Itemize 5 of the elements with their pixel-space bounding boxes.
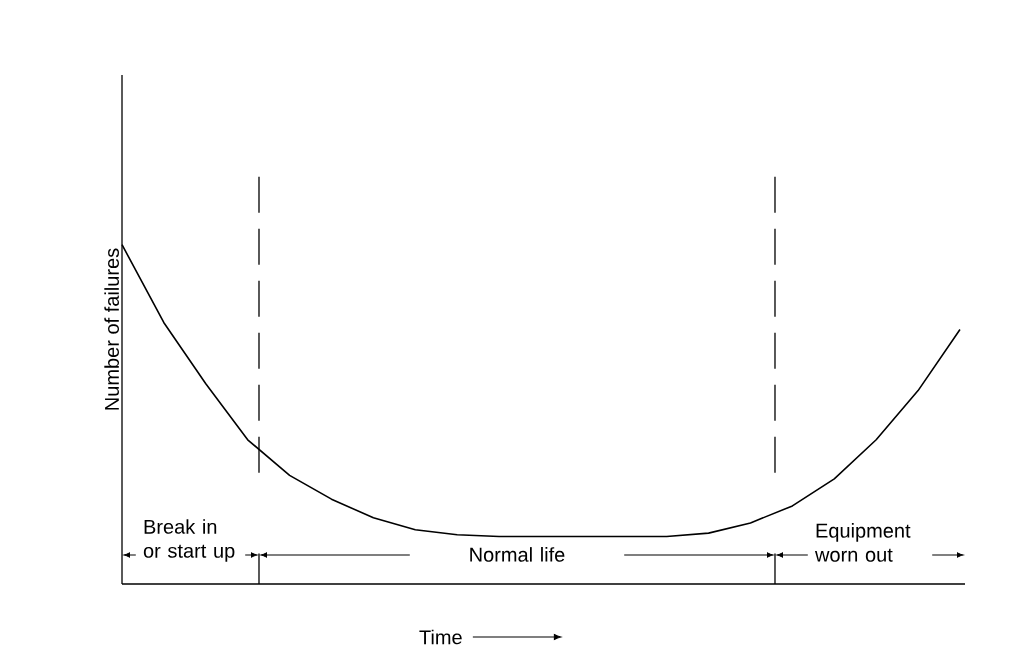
x-axis-title: Time [419, 629, 462, 645]
annotation: Break in or start up [143, 519, 235, 562]
annotation: Normal life [470, 547, 565, 562]
annotation: Equipment worn out [814, 523, 911, 562]
y-axis-title: Number of failures [104, 248, 119, 410]
